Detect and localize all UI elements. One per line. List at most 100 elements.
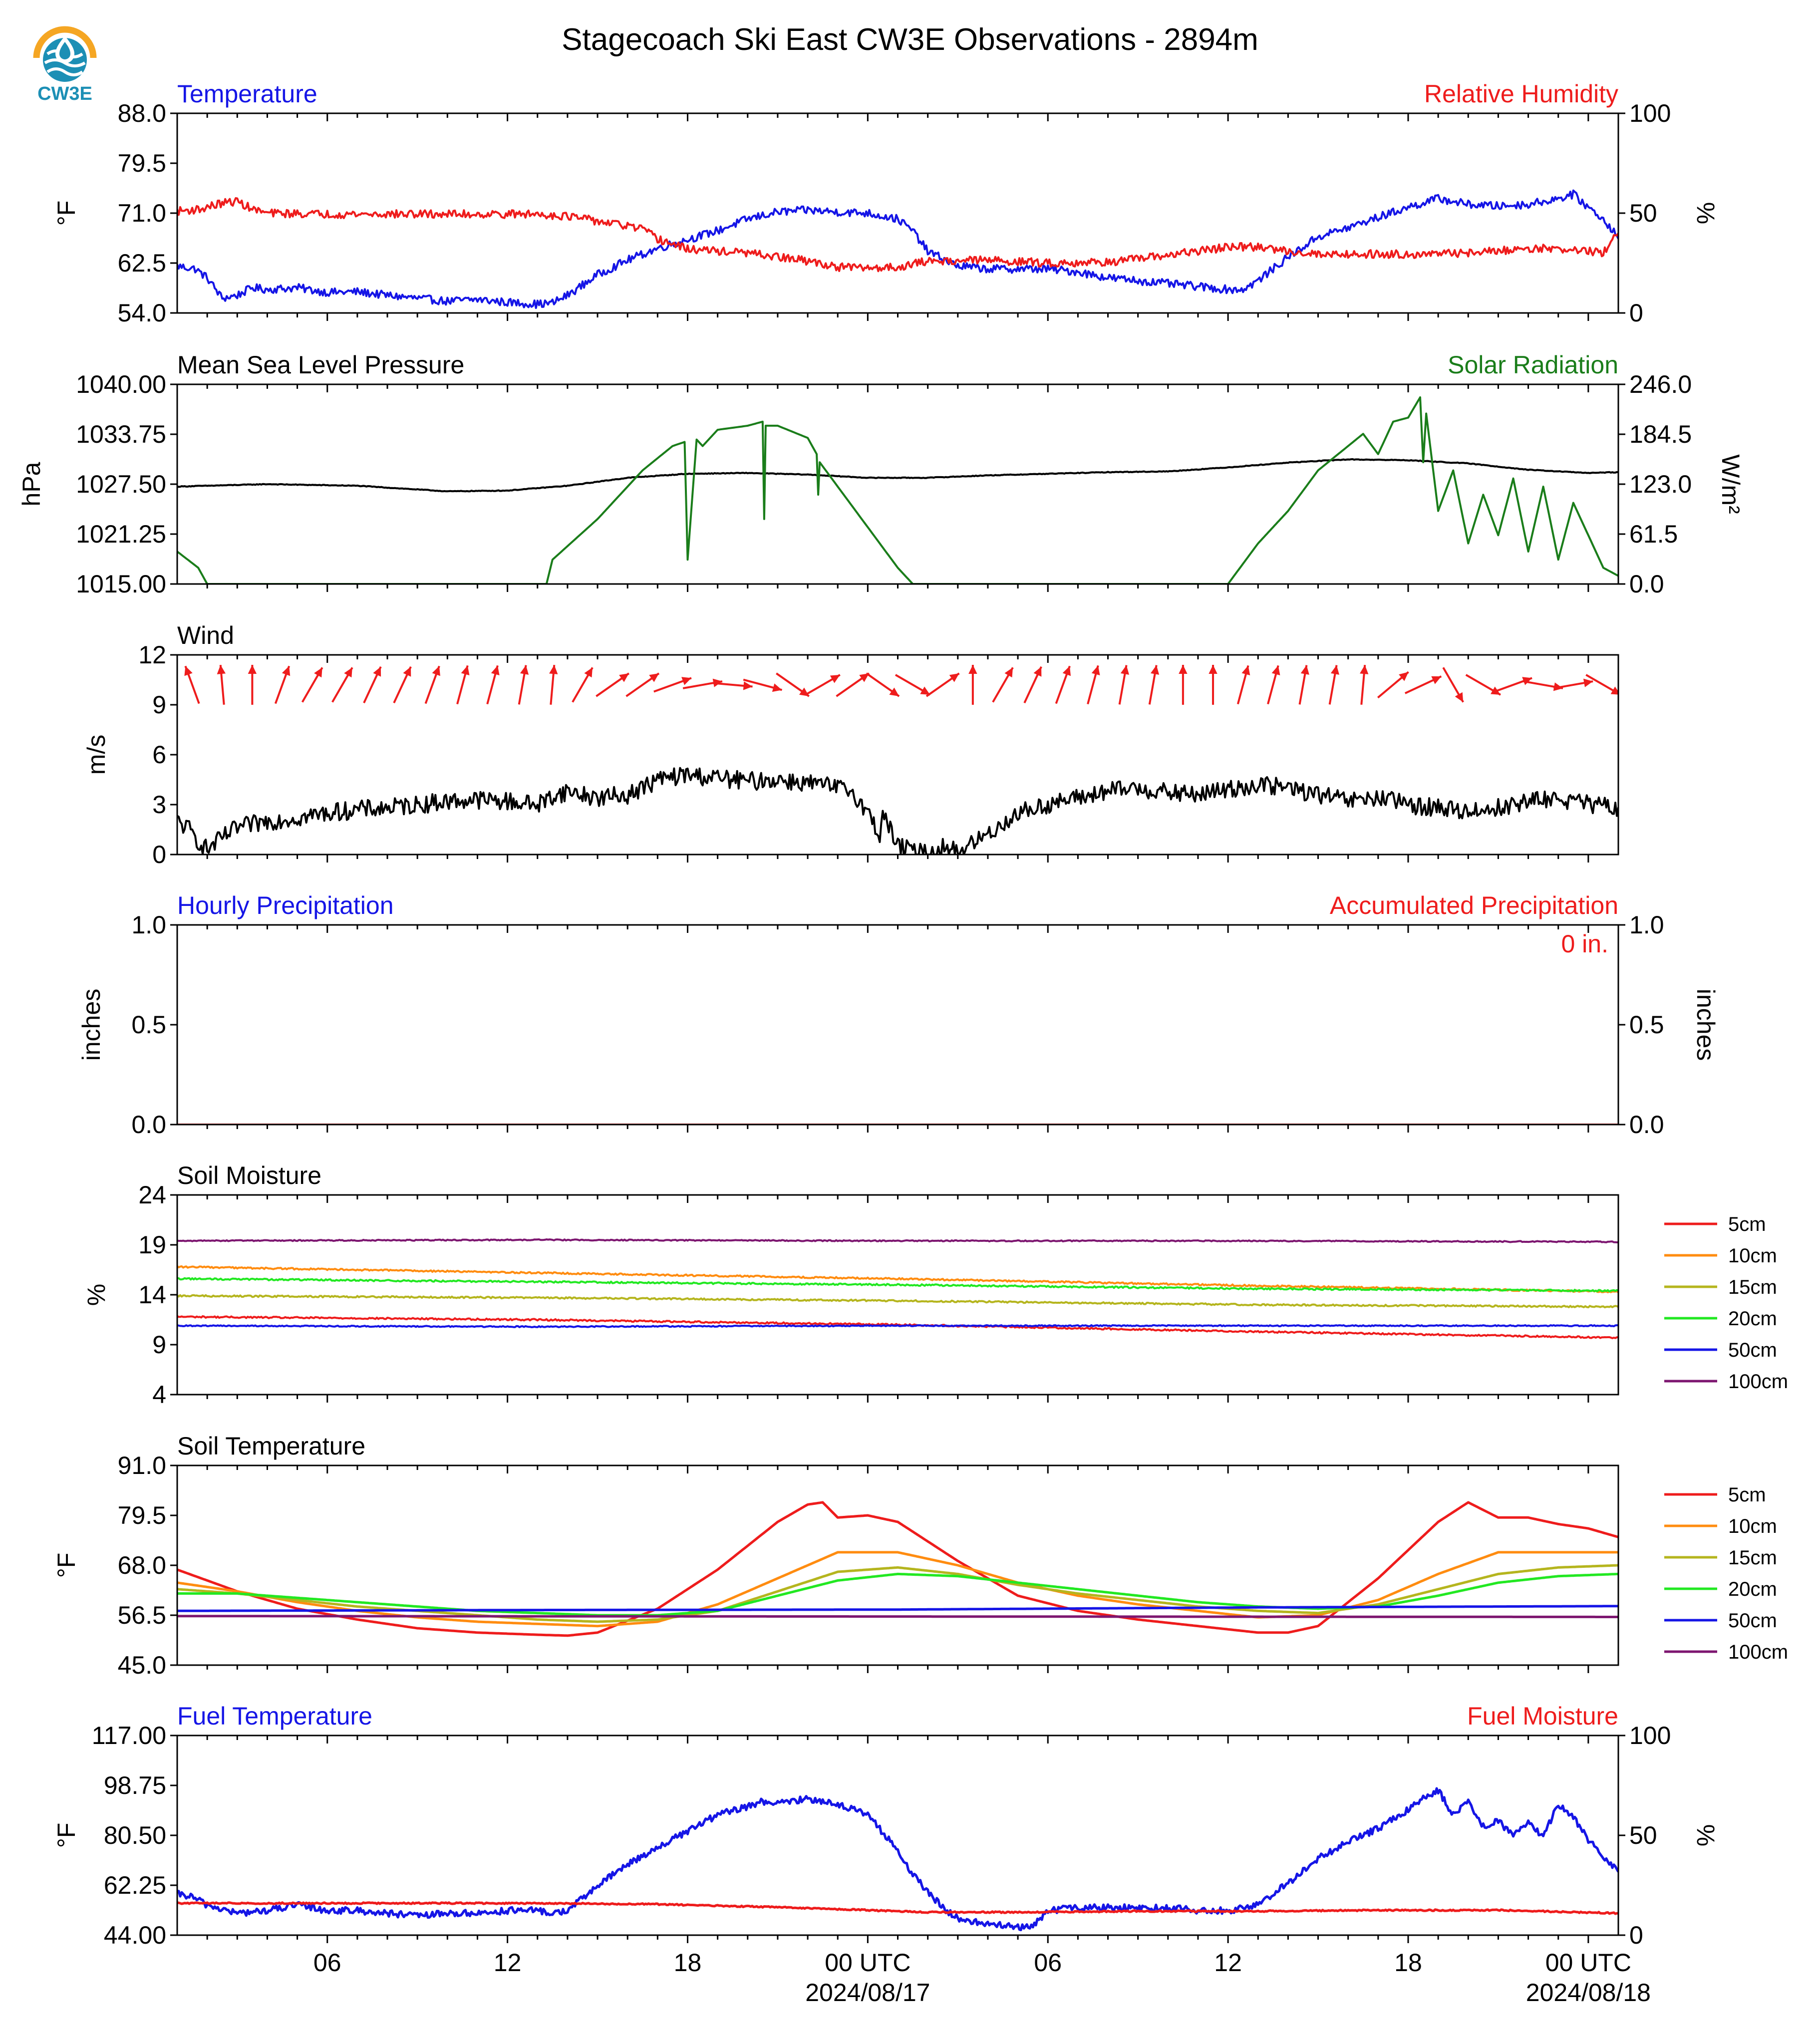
panel-precip: Hourly Precipitation Accumulated Precipit… <box>77 891 1720 1139</box>
y-tick-label-left: 4 <box>152 1381 166 1409</box>
wind-vector <box>712 681 753 690</box>
x-tick-label: 12 <box>494 1949 522 1977</box>
series-50cm <box>177 1605 1618 1612</box>
y-tick-label-right: 0 <box>1629 1921 1643 1949</box>
y-tick-label-left: 62.25 <box>104 1871 166 1899</box>
series-5cm <box>177 1501 1618 1637</box>
y-tick-label-right: 61.5 <box>1629 520 1678 548</box>
legend-entry: 15cm <box>1664 1547 1777 1569</box>
wind-vector <box>1179 665 1188 705</box>
legend-entry: 5cm <box>1664 1484 1766 1506</box>
figure-title: Stagecoach Ski East CW3E Observations - … <box>562 22 1258 57</box>
wind-vector <box>1055 665 1071 704</box>
logo-sun-arc <box>33 26 97 58</box>
panel-soil_temp: Soil Temperature 45.0 56.5 68.0 79.5 91.0 °F 5c… <box>52 1432 1788 1679</box>
wind-vector <box>1118 665 1129 705</box>
y-tick-label-right: 184.5 <box>1629 420 1692 448</box>
series-100cm <box>177 1238 1618 1243</box>
y-axis-label-left: hPa <box>17 462 45 506</box>
y-tick-label-left: 79.5 <box>118 1501 166 1529</box>
legend-entry: 20cm <box>1664 1578 1777 1600</box>
y-tick-label-left: 14 <box>138 1281 166 1309</box>
panel-title-left: Temperature <box>177 80 317 108</box>
y-axis-label-left: °F <box>52 1553 80 1578</box>
y-axis-label-left: °F <box>52 1823 80 1848</box>
y-axis-label-left: % <box>82 1284 110 1306</box>
y-axis-label-right: % <box>1692 1824 1720 1846</box>
y-tick-label-right: 0 <box>1629 299 1643 327</box>
legend-entry: 100cm <box>1664 1371 1788 1393</box>
wind-vector <box>1298 665 1309 705</box>
legend-entry: 10cm <box>1664 1515 1777 1537</box>
wind-vector <box>1553 678 1593 689</box>
x-tick-label: 18 <box>674 1949 702 1977</box>
wind-vector <box>572 667 594 703</box>
wind-vector <box>1087 665 1100 705</box>
wind-vector <box>1523 680 1563 691</box>
wind-vector <box>1023 666 1042 704</box>
y-tick-label-left: 3 <box>152 791 166 819</box>
panel-title-right: Fuel Moisture <box>1467 1702 1618 1730</box>
y-tick-label-right: 0.0 <box>1629 1111 1664 1139</box>
wind-vector <box>518 665 529 705</box>
wind-vector <box>301 667 323 703</box>
y-tick-label-left: 71.0 <box>118 199 166 227</box>
wind-vector <box>393 666 412 704</box>
y-tick-label-right: 0.5 <box>1629 1011 1664 1039</box>
wind-vector <box>776 672 810 697</box>
wind-vector <box>184 665 200 704</box>
panel-title-right: Solar Radiation <box>1448 351 1618 379</box>
y-axis-label-right: inches <box>1692 989 1720 1061</box>
y-tick-label-left: 1033.75 <box>76 420 166 448</box>
series-temperature <box>177 189 1618 309</box>
wind-vector <box>363 666 382 704</box>
legend-entry: 100cm <box>1664 1641 1788 1663</box>
y-tick-label-left: 1.0 <box>131 911 166 939</box>
panel-temp_rh: Temperature Relative Humidity 54.0 62.5 71.0… <box>52 80 1720 327</box>
x-tick-label: 12 <box>1214 1949 1242 1977</box>
wind-vector <box>1209 665 1217 705</box>
y-tick-label-left: 56.5 <box>118 1601 166 1629</box>
y-axis-label-left: °F <box>52 201 80 226</box>
legend-entry: 5cm <box>1664 1213 1766 1235</box>
x-tick-label: 06 <box>313 1949 341 1977</box>
y-tick-label-left: 1021.25 <box>76 520 166 548</box>
y-tick-label-left: 1040.00 <box>76 370 166 398</box>
panel-title-left: Hourly Precipitation <box>177 891 394 919</box>
panel-soil_moisture: Soil Moisture 4 9 14 19 24% 5cm 10cm 15cm 20cm 50c… <box>82 1161 1788 1409</box>
y-tick-label-right: 123.0 <box>1629 470 1692 498</box>
wind-vector <box>925 672 960 697</box>
y-tick-label-left: 1027.50 <box>76 470 166 498</box>
y-axis-label-right: % <box>1692 202 1720 224</box>
series-relative-humidity <box>177 197 1618 273</box>
plot-frame <box>176 112 1619 314</box>
wind-vector <box>1360 664 1369 705</box>
series-10cm <box>177 1265 1618 1293</box>
wind-vector <box>424 665 440 704</box>
y-axis-label-left: m/s <box>82 735 110 775</box>
panel-wind: Wind 0 3 6 9 12 m/s <box>82 621 1619 869</box>
series-15cm <box>177 1294 1618 1309</box>
svg-text:5cm: 5cm <box>1728 1213 1766 1235</box>
plot-frame <box>176 1735 1619 1936</box>
y-tick-label-right: 100 <box>1629 99 1671 127</box>
y-tick-label-left: 44.00 <box>104 1921 166 1949</box>
wind-vector <box>895 674 931 696</box>
wind-vector <box>1236 665 1250 705</box>
wind-vector <box>805 674 841 696</box>
panel-fuel: Fuel Temperature Fuel Moisture 44.00 62.25 8… <box>52 1702 1720 1949</box>
panel-title-left: Wind <box>177 621 234 649</box>
panel-pressure_solar: Mean Sea Level Pressure Solar Radiation 10… <box>17 351 1745 598</box>
plot-frame <box>176 383 1619 585</box>
panel-title-left: Fuel Temperature <box>177 1702 372 1730</box>
wind-vector <box>1585 674 1618 695</box>
y-tick-label-left: 98.75 <box>104 1771 166 1799</box>
wind-vector <box>274 665 291 704</box>
series-fuel-moisture <box>177 1901 1618 1915</box>
y-tick-label-left: 80.50 <box>104 1821 166 1849</box>
svg-text:10cm: 10cm <box>1728 1515 1777 1537</box>
y-tick-label-left: 24 <box>138 1181 166 1209</box>
wind-vector <box>1267 665 1280 705</box>
series-solar-radiation <box>177 396 1618 584</box>
